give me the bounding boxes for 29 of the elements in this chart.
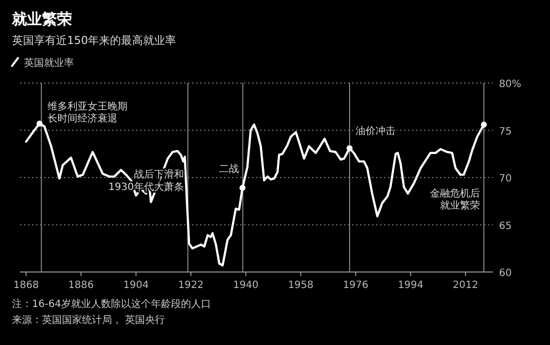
y-tick-label: 60 bbox=[499, 268, 512, 279]
x-tick-label: 1922 bbox=[178, 280, 204, 291]
y-tick-label: 80% bbox=[499, 79, 522, 90]
point bbox=[346, 145, 353, 152]
annotation: 就业繁荣 bbox=[440, 200, 480, 212]
x-tick-label: 1994 bbox=[398, 280, 424, 291]
x-tick-label: 1904 bbox=[123, 280, 149, 291]
y-tick-label: 65 bbox=[499, 220, 512, 232]
point bbox=[239, 184, 246, 191]
x-tick-label: 1868 bbox=[13, 280, 39, 291]
text: 注：16-64岁就业人数除以这个年龄段的人口 bbox=[12, 298, 212, 310]
x-tick-label: 2012 bbox=[452, 280, 478, 291]
y-tick-label: 75 bbox=[499, 126, 512, 138]
x-tick-label: 1976 bbox=[342, 280, 368, 291]
annotation: 长时间经济衰退 bbox=[47, 112, 118, 125]
chart-subtitle: 英国享有近150年来的最高就业率 bbox=[12, 34, 176, 47]
x-tick-label: 1886 bbox=[68, 280, 94, 291]
annotation: 油价冲击 bbox=[356, 125, 396, 138]
y-tick-label: 70 bbox=[499, 174, 512, 184]
chart-title: 就业繁荣 bbox=[11, 10, 72, 28]
legend-label: 英国就业率 bbox=[24, 57, 74, 69]
annotation: 维多利亚女王晚期 bbox=[47, 100, 128, 112]
point bbox=[36, 120, 43, 127]
annotation: 金融危机后 bbox=[430, 187, 480, 200]
annotation: 二战 bbox=[218, 162, 239, 175]
point bbox=[480, 122, 487, 128]
source-note: 来源：英国国家统计局， 英国央行 bbox=[12, 314, 166, 326]
x-tick-label: 1940 bbox=[233, 280, 259, 291]
x-tick-label: 1958 bbox=[288, 280, 314, 291]
